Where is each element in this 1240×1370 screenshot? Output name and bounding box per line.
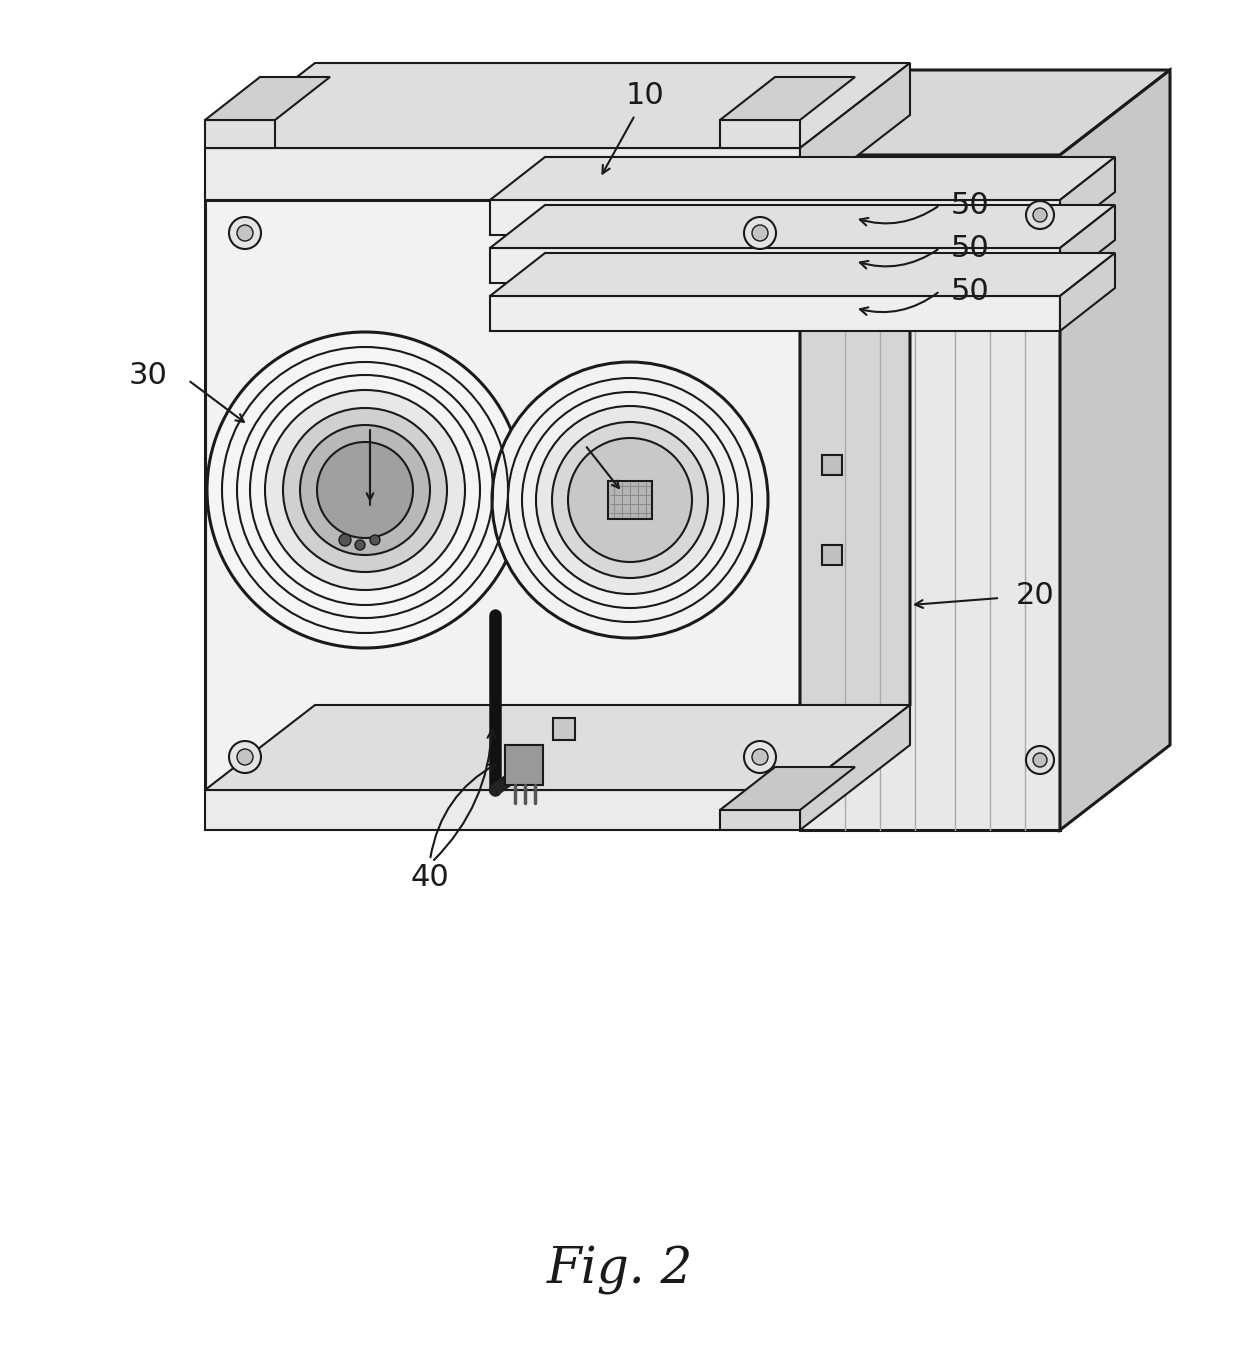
Circle shape <box>237 749 253 764</box>
Polygon shape <box>205 790 800 830</box>
Circle shape <box>751 225 768 241</box>
Polygon shape <box>720 767 856 810</box>
Polygon shape <box>1060 206 1115 284</box>
Circle shape <box>355 540 365 549</box>
Circle shape <box>339 534 351 547</box>
Circle shape <box>744 216 776 249</box>
Text: 50: 50 <box>951 190 990 219</box>
Circle shape <box>492 362 768 638</box>
Polygon shape <box>490 296 1060 332</box>
Polygon shape <box>1060 70 1171 830</box>
Circle shape <box>265 390 465 590</box>
Polygon shape <box>1060 253 1115 332</box>
Circle shape <box>1025 747 1054 774</box>
Polygon shape <box>490 158 1115 200</box>
Circle shape <box>744 741 776 773</box>
Polygon shape <box>553 418 575 440</box>
Text: Fig. 2: Fig. 2 <box>547 1245 693 1295</box>
Polygon shape <box>205 115 910 200</box>
Polygon shape <box>553 718 575 740</box>
Polygon shape <box>553 569 575 590</box>
Polygon shape <box>1060 158 1115 236</box>
Polygon shape <box>490 253 1115 296</box>
Polygon shape <box>800 155 1060 830</box>
Polygon shape <box>205 148 800 200</box>
Polygon shape <box>505 745 543 785</box>
Circle shape <box>536 406 724 595</box>
Text: 50: 50 <box>951 233 990 263</box>
Circle shape <box>568 438 692 562</box>
Circle shape <box>207 332 523 648</box>
Polygon shape <box>822 545 842 564</box>
Polygon shape <box>720 810 800 830</box>
Polygon shape <box>800 70 1171 155</box>
Circle shape <box>370 536 379 545</box>
Polygon shape <box>490 248 1060 284</box>
Text: 30: 30 <box>129 360 167 389</box>
Polygon shape <box>205 121 275 148</box>
Polygon shape <box>800 63 910 200</box>
Text: 20: 20 <box>1016 581 1054 610</box>
Circle shape <box>229 216 260 249</box>
Text: 50: 50 <box>951 277 990 306</box>
Polygon shape <box>720 77 856 121</box>
Polygon shape <box>205 200 800 790</box>
FancyArrowPatch shape <box>430 764 496 858</box>
Circle shape <box>317 443 413 538</box>
Polygon shape <box>490 200 1060 236</box>
Polygon shape <box>822 455 842 475</box>
Polygon shape <box>720 121 800 148</box>
Polygon shape <box>800 115 910 790</box>
Polygon shape <box>205 77 330 121</box>
Circle shape <box>237 225 253 241</box>
Circle shape <box>1033 754 1047 767</box>
Text: 40: 40 <box>410 863 449 892</box>
Circle shape <box>1025 201 1054 229</box>
Polygon shape <box>800 706 910 830</box>
Circle shape <box>751 749 768 764</box>
Circle shape <box>552 422 708 578</box>
Circle shape <box>300 425 430 555</box>
Polygon shape <box>490 206 1115 248</box>
Text: 10: 10 <box>626 81 665 110</box>
Polygon shape <box>205 706 910 790</box>
Circle shape <box>283 408 446 573</box>
Circle shape <box>229 741 260 773</box>
Circle shape <box>1033 208 1047 222</box>
Polygon shape <box>205 63 910 148</box>
Polygon shape <box>608 481 652 519</box>
